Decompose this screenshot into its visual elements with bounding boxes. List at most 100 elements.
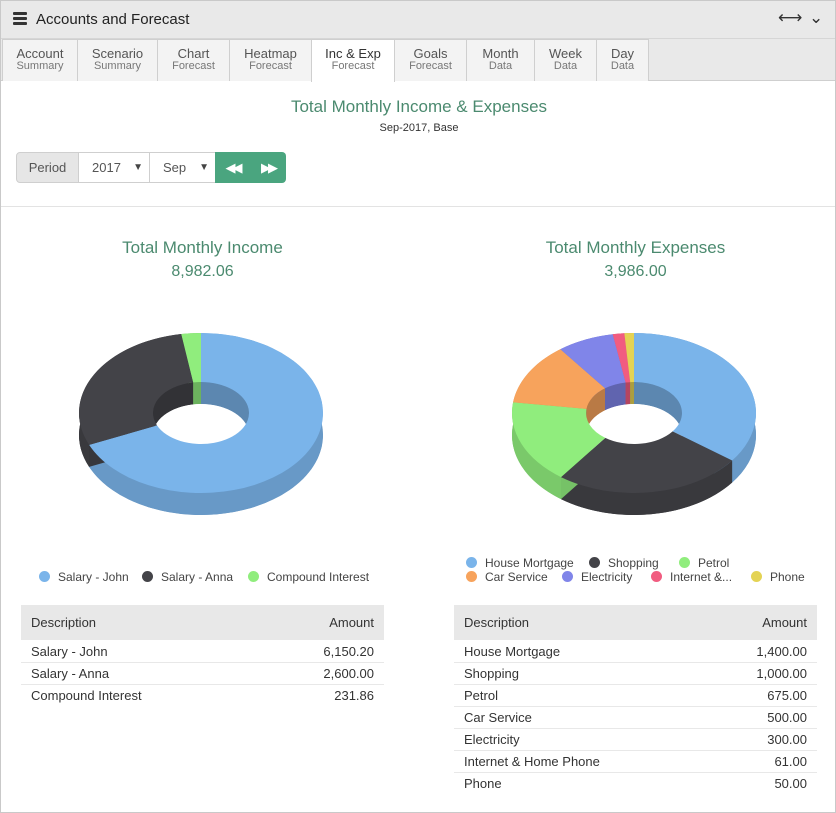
year-select[interactable]: 2017 ▼ — [78, 152, 150, 183]
tab-day-data[interactable]: Day Data — [596, 39, 649, 81]
legend-compound-interest[interactable]: Compound Interest — [248, 570, 369, 584]
expand-horizontal-icon[interactable]: ⟷ — [778, 8, 803, 27]
month-select[interactable]: Sep ▼ — [149, 152, 216, 183]
row-description: Petrol — [464, 688, 498, 703]
legend-dot — [562, 571, 573, 582]
row-description: Salary - John — [31, 644, 108, 659]
expense-slice-wall-1 — [560, 460, 733, 515]
tab-sublabel: Data — [553, 60, 578, 72]
tab-label: Goals — [413, 46, 448, 61]
tab-account-summary[interactable]: Account Summary — [2, 39, 78, 81]
legend-dot — [589, 557, 600, 568]
legend-dot — [39, 571, 50, 582]
tab-sublabel: Data — [488, 60, 513, 72]
legend-label: House Mortgage — [485, 556, 574, 570]
tab-heatmap-forecast[interactable]: Heatmap Forecast — [229, 39, 312, 81]
tab-sublabel: Forecast — [409, 60, 452, 72]
table-header: Description Amount — [454, 605, 817, 640]
table-row: Shopping 1,000.00 — [454, 663, 817, 685]
tab-chart-forecast[interactable]: Chart Forecast — [157, 39, 230, 81]
expense-slice-4[interactable] — [560, 334, 626, 389]
legend-label: Petrol — [698, 556, 730, 570]
row-description: House Mortgage — [464, 644, 561, 659]
report-title: Total Monthly Income & Expenses — [290, 97, 548, 116]
tab-label: Week — [549, 46, 582, 61]
legend-label: Shopping — [608, 556, 659, 570]
month-value: Sep — [163, 160, 187, 175]
legend-electricity[interactable]: Electricity — [562, 570, 632, 584]
table-header: Description Amount — [21, 605, 384, 640]
legend-salary-anna[interactable]: Salary - Anna — [142, 570, 233, 584]
column-description: Description — [464, 615, 530, 630]
income-slice-2[interactable] — [181, 333, 201, 383]
caret-down-icon: ▼ — [199, 162, 209, 173]
row-description: Shopping — [464, 666, 519, 681]
row-amount: 300.00 — [767, 732, 807, 747]
report-subtitle: Sep-2017, Base — [379, 122, 459, 134]
collapse-chevron-icon[interactable]: ⌄ — [809, 8, 824, 27]
income-donut-chart — [78, 333, 324, 515]
expenses-total: 3,986.00 — [604, 263, 667, 280]
tab-label: Account — [16, 46, 64, 61]
panel-titlebar: Accounts and Forecast ⟷ ⌄ — [1, 1, 835, 39]
tab-label: Chart — [177, 46, 210, 61]
legend-dot — [651, 571, 662, 582]
row-amount: 2,600.00 — [323, 666, 374, 681]
legend-shopping[interactable]: Shopping — [589, 556, 659, 570]
expense-slice-1[interactable] — [560, 431, 733, 493]
column-amount: Amount — [762, 615, 807, 630]
expense-slice-inner-5 — [625, 382, 631, 405]
next-period-button[interactable]: ▶▶ — [250, 152, 286, 183]
table-row: Internet & Home Phone 61.00 — [454, 751, 817, 773]
expense-slice-2[interactable] — [512, 402, 606, 478]
expense-slice-0[interactable] — [634, 333, 756, 461]
income-table: Description Amount Salary - John 6,150.20… — [21, 605, 384, 715]
column-amount: Amount — [329, 615, 374, 630]
legend-petrol[interactable]: Petrol — [679, 556, 729, 570]
tab-inc-exp-forecast[interactable]: Inc & Exp Forecast — [311, 39, 395, 82]
row-description: Salary - Anna — [31, 666, 110, 681]
previous-period-button[interactable]: ◀◀ — [215, 152, 251, 183]
expense-slice-5[interactable] — [612, 333, 631, 383]
tab-label: Heatmap — [244, 46, 297, 61]
table-row: Electricity 300.00 — [454, 729, 817, 751]
row-description: Internet & Home Phone — [464, 754, 600, 769]
income-total: 8,982.06 — [171, 263, 234, 280]
legend-salary-john[interactable]: Salary - John — [39, 570, 129, 584]
tab-sublabel: Data — [610, 60, 635, 72]
expense-slice-inner-0 — [634, 382, 682, 454]
tab-sublabel: Forecast — [331, 60, 375, 72]
row-amount: 50.00 — [774, 776, 807, 791]
legend-dot — [466, 557, 477, 568]
stack-icon — [13, 12, 27, 26]
section-divider — [1, 206, 835, 207]
expenses-table: Description Amount House Mortgage 1,400.0… — [454, 605, 817, 795]
legend-house-mortgage[interactable]: House Mortgage — [466, 556, 574, 570]
tab-label: Month — [482, 46, 519, 61]
legend-dot — [466, 571, 477, 582]
expense-slice-3[interactable] — [513, 349, 606, 409]
legend-label: Car Service — [485, 570, 548, 584]
legend-phone[interactable]: Phone — [751, 570, 805, 584]
tab-label: Scenario — [91, 46, 144, 61]
tab-goals-forecast[interactable]: Goals Forecast — [394, 39, 467, 81]
income-slice-inner-2 — [193, 382, 201, 405]
expense-slice-inner-6 — [630, 382, 634, 405]
income-slice-1[interactable] — [78, 334, 194, 445]
income-slice-inner-1 — [153, 382, 194, 448]
legend-label: Electricity — [581, 570, 633, 584]
expenses-title: Total Monthly Expenses — [545, 238, 726, 257]
tab-week-data[interactable]: Week Data — [534, 39, 597, 81]
tab-month-data[interactable]: Month Data — [466, 39, 535, 81]
legend-label: Salary - Anna — [161, 570, 234, 584]
income-slice-0[interactable] — [89, 333, 324, 493]
row-amount: 1,000.00 — [756, 666, 807, 681]
tab-sublabel: Forecast — [172, 60, 215, 72]
expense-slice-6[interactable] — [624, 333, 634, 383]
tab-scenario-summary[interactable]: Scenario Summary — [77, 39, 158, 81]
legend-internet-home-phone[interactable]: Internet &... — [651, 570, 732, 584]
legend-dot — [679, 557, 690, 568]
legend-dot — [248, 571, 259, 582]
legend-car-service[interactable]: Car Service — [466, 570, 548, 584]
